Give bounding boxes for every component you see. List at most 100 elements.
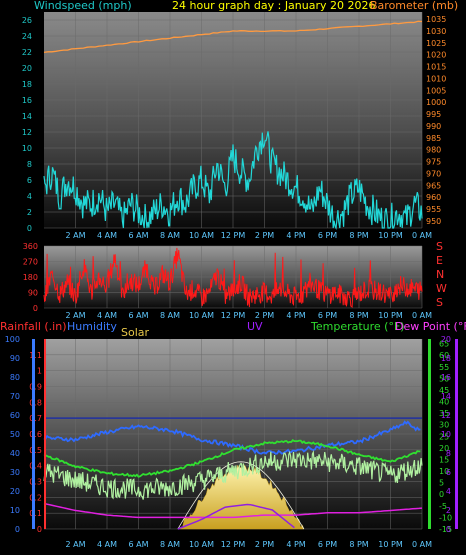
panel3-rain-tick: 0.5 [29, 446, 42, 455]
panel2-x-tick: 12 PM [221, 311, 246, 320]
panel3-humidity-tick: 90 [10, 354, 20, 363]
panel1-right-label: Barometer (mb) [370, 0, 458, 12]
panel1-x-tick: 6 AM [128, 231, 148, 240]
panel1-left-tick: 14 [22, 112, 32, 121]
panel3-humidity-tick: 0 [15, 525, 20, 534]
panel1-x-tick: 8 AM [160, 231, 180, 240]
panel3-rain-tick: 1 [37, 367, 42, 376]
legend-humidity: Humidity [67, 320, 117, 333]
panel1-right-tick: 980 [426, 146, 441, 155]
panel1-left-tick: 0 [27, 224, 32, 233]
panel1-left-tick: 6 [27, 176, 32, 185]
panel3-rain-tick: 0.8 [29, 398, 42, 407]
panel3-humidity-tick: 50 [10, 430, 20, 439]
panel3-temp-tick: -10 [439, 513, 452, 522]
solar-max-line [177, 461, 305, 530]
panel1-left-tick: 8 [27, 160, 32, 169]
panel1-right-tick: 1035 [426, 15, 446, 24]
panel2-x-tick: 2 AM [65, 311, 85, 320]
panel3-temp-tick: 5 [439, 479, 444, 488]
panel1-left-tick: 24 [22, 32, 32, 41]
panel2-x-tick: 4 AM [97, 311, 117, 320]
panel3-humidity-tick: 60 [10, 411, 20, 420]
panel2-x-tick: 8 PM [349, 311, 368, 320]
wind-direction-line [43, 247, 423, 309]
panel3-x-tick: 2 PM [255, 540, 274, 549]
humidity-line [43, 420, 421, 455]
panel1-right-tick: 995 [426, 110, 441, 119]
panel1-left-tick: 18 [22, 80, 32, 89]
panel3-temp-tick: 55 [439, 363, 449, 372]
panel3-uv-tick: 12 [441, 411, 451, 420]
panel3-x-tick: 6 AM [128, 540, 148, 549]
uv-line [177, 503, 295, 530]
panel2-left-tick: 0 [33, 304, 38, 313]
panel1-left-tick: 10 [22, 144, 32, 153]
panel3-x-tick: 10 PM [378, 540, 403, 549]
panel3-humidity-tick: 70 [10, 392, 20, 401]
panel3-temp-tick: 60 [439, 351, 449, 360]
legend-rainfall: Rainfall (.in) [0, 320, 67, 333]
panel1-right-tick: 965 [426, 181, 441, 190]
panel2-compass-label: W [436, 282, 447, 295]
panel2-x-tick: 10 PM [378, 311, 403, 320]
panel1-right-tick: 1020 [426, 51, 446, 60]
panel3-temp-tick: 10 [439, 467, 449, 476]
panel1-x-tick: 0 AM [412, 231, 432, 240]
panel1-right-tick: 1025 [426, 39, 446, 48]
uv-axis-bar [455, 339, 458, 529]
panel3-humidity-tick: 10 [10, 506, 20, 515]
panel3-uv-tick: 18 [441, 354, 451, 363]
panel3-temp-tick: 65 [439, 340, 449, 349]
panel3-humidity-tick: 40 [10, 449, 20, 458]
panel1-left-tick: 26 [22, 16, 32, 25]
panel3-x-tick: 12 PM [221, 540, 246, 549]
wind-chill-line [43, 502, 423, 519]
panel3-temp-tick: 20 [439, 444, 449, 453]
panel1-right-tick: 990 [426, 122, 441, 131]
panel2-left-tick: 90 [28, 289, 38, 298]
panel3-rain-tick: 0.1 [29, 509, 42, 518]
panel1-x-tick: 10 AM [189, 231, 214, 240]
panel1-right-tick: 1005 [426, 86, 446, 95]
panel1-left-tick: 2 [27, 208, 32, 217]
panel2-compass-label: E [436, 254, 443, 267]
panel3-temp-tick: -5 [439, 502, 447, 511]
temperature-axis-bar [428, 339, 431, 529]
panel1-x-tick: 12 PM [221, 231, 246, 240]
panel2-x-tick: 8 AM [160, 311, 180, 320]
windspeed-line [43, 131, 423, 230]
panel1-x-tick: 8 PM [349, 231, 368, 240]
panel1-x-tick: 2 PM [255, 231, 274, 240]
panel2-left-tick: 180 [23, 273, 38, 282]
panel3-temp-tick: 0 [439, 490, 444, 499]
dew-point-line [43, 450, 423, 500]
panel3-x-tick: 10 AM [189, 540, 214, 549]
panel3-uv-tick: 0 [446, 525, 451, 534]
panel3-uv-tick: 16 [441, 373, 451, 382]
panel3-temp-tick: 15 [439, 455, 449, 464]
panel3-x-tick: 4 AM [97, 540, 117, 549]
panel1-left-tick: 22 [22, 48, 32, 57]
panel2-compass-label: S [436, 296, 443, 309]
panel2-left-tick: 360 [23, 242, 38, 251]
panel1-right-tick: 1000 [426, 98, 446, 107]
panel1-x-tick: 10 PM [378, 231, 403, 240]
panel2-x-tick: 6 AM [128, 311, 148, 320]
panel3-rain-tick: 0.7 [29, 414, 42, 423]
panel1-x-tick: 2 AM [65, 231, 85, 240]
panel3-rain-tick: 0.2 [29, 493, 42, 502]
humidity-axis-bar [32, 339, 35, 529]
panel2-x-tick: 4 PM [286, 311, 305, 320]
panel3-uv-tick: 4 [446, 487, 451, 496]
panel1-title: 24 hour graph day : January 20 2026 [172, 0, 376, 12]
panel1-left-label: Windspeed (mph) [34, 0, 132, 12]
legend-uv: UV [247, 320, 263, 333]
panel1-right-tick: 960 [426, 193, 441, 202]
panel3-x-tick: 2 AM [65, 540, 85, 549]
panel3-temp-tick: 40 [439, 398, 449, 407]
panel1-x-tick: 4 PM [286, 231, 305, 240]
panel3-uv-tick: 20 [441, 335, 451, 344]
panel1-x-tick: 6 PM [318, 231, 337, 240]
